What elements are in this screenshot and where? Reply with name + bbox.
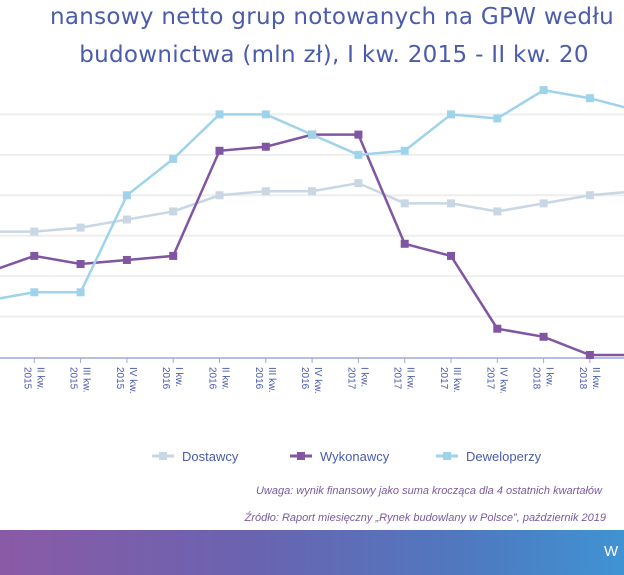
grid xyxy=(0,113,624,318)
x-tick-label: IV kw.2015 xyxy=(114,367,138,394)
data-point xyxy=(76,260,85,268)
data-point xyxy=(215,191,224,200)
data-point xyxy=(539,332,548,341)
data-point xyxy=(539,199,548,208)
legend-label: Deweloperzy xyxy=(466,449,542,464)
series-lines xyxy=(0,86,624,359)
data-point xyxy=(400,199,409,208)
x-axis: II kw.2015 III kw.2015 IV kw.2015 I kw.2016… xyxy=(0,357,624,394)
legend-label: Dostawcy xyxy=(182,449,239,464)
data-point xyxy=(308,187,317,196)
series-dostawcy xyxy=(0,179,624,236)
data-point xyxy=(122,215,131,224)
data-point xyxy=(354,150,363,159)
data-point xyxy=(215,146,224,155)
data-point xyxy=(76,288,85,297)
legend: Dostawcy Wykonawcy Deweloperzy xyxy=(152,449,542,464)
data-point xyxy=(308,130,317,139)
x-tick-label: III kw.2016 xyxy=(253,367,277,393)
data-point xyxy=(400,239,409,248)
x-tick-label: II kw.2017 xyxy=(392,367,416,390)
data-point xyxy=(447,110,455,119)
data-point xyxy=(493,207,502,216)
data-point xyxy=(30,251,39,260)
data-point xyxy=(493,114,502,123)
legend-item-deweloperzy: Deweloperzy xyxy=(436,449,542,464)
x-tick-label: I kw.2016 xyxy=(160,367,184,390)
data-point xyxy=(493,324,502,333)
note-uwaga: Uwaga: wynik finansowy jako suma krocząc… xyxy=(255,485,602,497)
data-point xyxy=(30,288,39,297)
x-tick-label: IV kw.2017 xyxy=(484,367,508,394)
footer-bar: W xyxy=(0,530,624,575)
data-point xyxy=(354,179,363,188)
data-point xyxy=(447,251,455,260)
legend-swatch-marker xyxy=(159,452,167,460)
legend-item-dostawcy: Dostawcy xyxy=(152,449,239,464)
data-point xyxy=(539,86,548,95)
x-tick-label: IV kw.2016 xyxy=(299,367,323,394)
x-tick-label: I kw.2018 xyxy=(531,367,555,390)
data-point xyxy=(400,146,409,155)
data-point xyxy=(122,255,131,264)
data-point xyxy=(169,251,178,260)
data-point xyxy=(261,110,270,119)
legend-label: Wykonawcy xyxy=(320,449,390,464)
data-point xyxy=(354,130,363,139)
data-point xyxy=(447,199,455,208)
data-point xyxy=(169,207,178,216)
data-point xyxy=(261,187,270,196)
chart-title-line1: nansowy netto grup notowanych na GPW wed… xyxy=(49,4,615,30)
series-wykonawcy xyxy=(0,130,624,359)
data-point xyxy=(30,227,39,236)
x-tick-label: II kw.2016 xyxy=(207,367,231,390)
x-tick-label: III kw.2015 xyxy=(68,367,92,393)
legend-item-wykonawcy: Wykonawcy xyxy=(290,449,390,464)
line-chart: II kw.2015 III kw.2015 IV kw.2015 I kw.2016… xyxy=(0,86,624,464)
footer-logo-letter: W xyxy=(604,543,619,560)
x-tick-label: II kw.2015 xyxy=(21,367,45,390)
legend-swatch-marker xyxy=(297,452,305,460)
chart-title-line2: budownictwa (mln zł), I kw. 2015 - II kw… xyxy=(79,42,589,68)
data-point xyxy=(169,154,178,163)
data-point xyxy=(261,142,270,151)
data-point xyxy=(585,94,594,103)
data-point xyxy=(122,191,131,200)
series-deweloperzy xyxy=(0,86,624,300)
data-point xyxy=(76,223,85,232)
note-source: Źródło: Raport miesięczny „Rynek budowla… xyxy=(244,512,606,524)
series-line xyxy=(0,133,624,357)
x-tick-label: II kw.2018 xyxy=(577,367,601,390)
data-point xyxy=(585,191,594,200)
x-tick-label: I kw.2017 xyxy=(345,367,369,390)
legend-swatch-marker xyxy=(443,452,451,460)
x-tick-label: III kw.2017 xyxy=(438,367,462,393)
data-point xyxy=(215,110,224,119)
data-point xyxy=(585,350,594,359)
